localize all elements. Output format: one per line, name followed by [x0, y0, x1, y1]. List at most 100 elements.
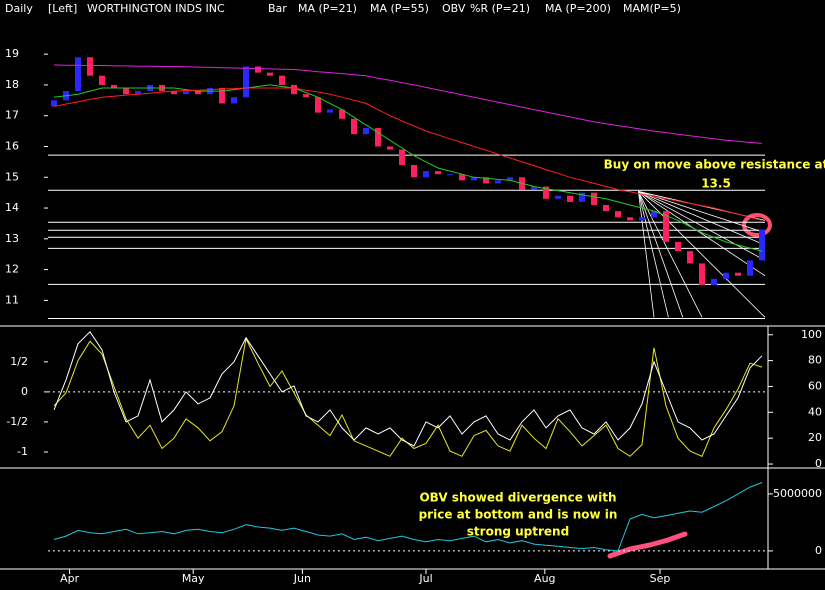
scale: [Left]: [48, 2, 77, 15]
y-tick-label: 18: [5, 78, 19, 91]
y-tick-label: 11: [5, 293, 19, 306]
legend-entry: Bar: [268, 2, 287, 15]
y2-tick-label: 5000000: [773, 487, 822, 500]
fan-line: [638, 191, 766, 318]
candle: [495, 180, 501, 184]
candle: [459, 174, 465, 181]
series-line: [53, 337, 763, 457]
candle: [255, 66, 261, 73]
y-tick-label: 19: [5, 47, 19, 60]
annotation: Buy on move above resistance at: [604, 158, 825, 172]
x-tick-label: Aug: [534, 572, 555, 585]
candle: [327, 109, 333, 113]
candle: [291, 84, 297, 95]
candle: [75, 57, 81, 92]
candle: [507, 177, 513, 181]
legend-entry: OBV: [442, 2, 466, 15]
candle: [87, 57, 93, 76]
candle: [435, 171, 441, 175]
y2-tick-label: 0: [815, 544, 822, 557]
fan-line: [638, 191, 684, 318]
y-tick-label: 16: [5, 139, 19, 152]
candle: [735, 272, 741, 276]
candle: [555, 195, 561, 199]
candle: [591, 192, 597, 205]
candle: [351, 118, 357, 135]
y-tick-label: 12: [5, 263, 19, 276]
candle: [483, 177, 489, 184]
candle: [531, 186, 537, 190]
fan-line: [638, 191, 655, 318]
y-tick-label: 0: [21, 385, 28, 398]
candle: [651, 211, 657, 218]
candle: [51, 100, 57, 107]
y2-tick-label: 80: [808, 354, 822, 367]
candle: [339, 109, 345, 119]
candle: [387, 146, 393, 150]
y2-tick-label: 0: [815, 457, 822, 470]
legend-entry: MA (P=55): [370, 2, 429, 15]
candle: [759, 229, 765, 261]
candle: [411, 164, 417, 178]
y2-tick-label: 20: [808, 431, 822, 444]
x-tick-label: Apr: [60, 572, 80, 585]
y-tick-label: 15: [5, 170, 19, 183]
candle: [243, 66, 249, 98]
candle: [375, 128, 381, 147]
candle: [711, 278, 717, 285]
y-tick-label: 17: [5, 109, 19, 122]
candle: [183, 91, 189, 95]
highlight-circle: [742, 213, 772, 237]
annotation: price at bottom and is now in: [419, 508, 618, 522]
legend-entry: %R (P=21): [470, 2, 530, 15]
fan-line: [638, 191, 669, 318]
chart-title: WORTHINGTON INDS INC: [87, 2, 225, 15]
candle: [663, 211, 669, 242]
highlight-stroke: [607, 531, 688, 559]
fan-line: [638, 191, 766, 246]
annotation: strong uptrend: [467, 525, 569, 539]
ma-line: [53, 64, 763, 144]
candle: [171, 91, 177, 95]
fan-line: [638, 191, 766, 277]
y-tick-label: 14: [5, 201, 19, 214]
candle: [315, 97, 321, 113]
candle: [231, 97, 237, 104]
y2-tick-label: 100: [801, 328, 822, 341]
y-tick-label: -1: [17, 445, 28, 458]
candle: [567, 195, 573, 202]
candle: [303, 94, 309, 98]
candle: [639, 217, 645, 221]
y-tick-label: -1/2: [6, 415, 28, 428]
legend-entry: MA (P=200): [545, 2, 611, 15]
x-tick-label: Jun: [293, 572, 311, 585]
candle: [99, 75, 105, 85]
fan-line: [638, 191, 766, 234]
candle: [219, 88, 225, 104]
fan-line: [638, 191, 766, 261]
candle: [627, 217, 633, 221]
candle: [135, 91, 141, 95]
candle: [675, 241, 681, 252]
series-line: [53, 482, 763, 552]
candle: [603, 204, 609, 212]
candle: [543, 186, 549, 199]
candle: [687, 251, 693, 264]
candle: [723, 272, 729, 279]
candle: [279, 75, 285, 85]
candle: [423, 171, 429, 178]
series-line: [53, 331, 763, 447]
candle: [363, 128, 369, 135]
candle: [579, 192, 585, 202]
x-tick-label: Jul: [418, 572, 432, 585]
fan-line: [638, 191, 703, 318]
candle: [447, 174, 453, 176]
candle: [747, 260, 753, 276]
x-tick-label: May: [182, 572, 205, 585]
candle: [267, 72, 273, 76]
legend-entry: MA (P=21): [298, 2, 357, 15]
candle: [471, 177, 477, 181]
y-tick-label: 1/2: [10, 355, 28, 368]
ma-line: [53, 87, 763, 221]
